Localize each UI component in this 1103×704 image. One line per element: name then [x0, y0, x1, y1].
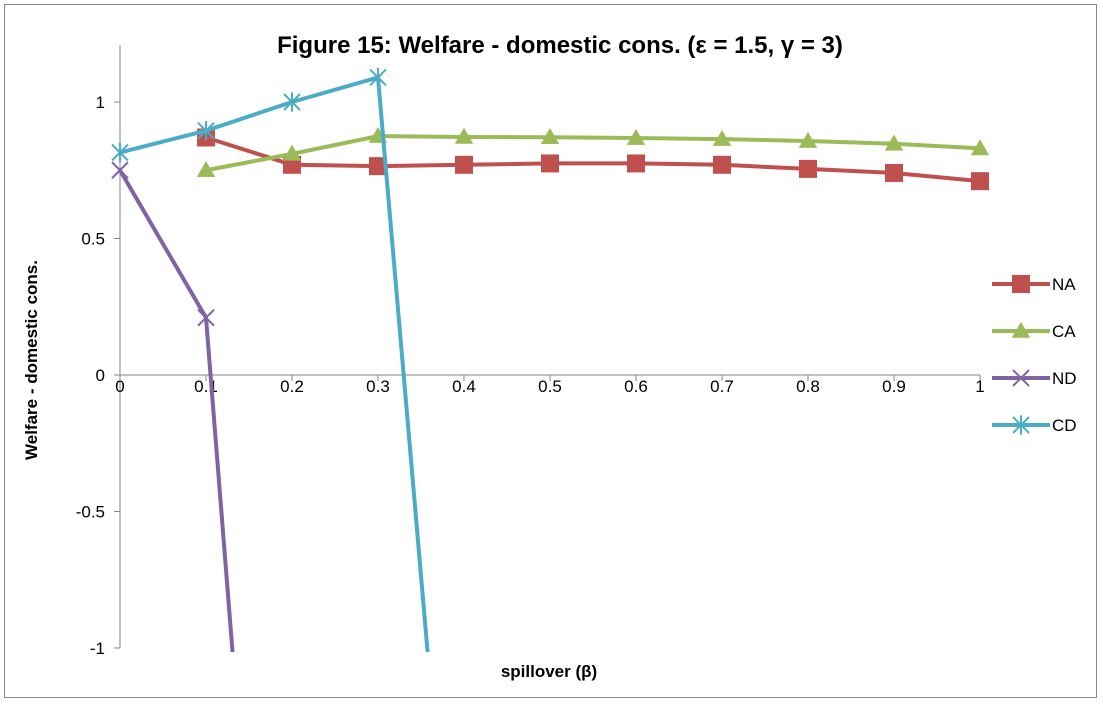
x-tick-label: 0.7	[710, 377, 734, 396]
data-point	[455, 155, 473, 174]
x-tick-label: 0.5	[538, 377, 562, 396]
data-point	[712, 129, 732, 146]
data-point	[197, 121, 215, 141]
data-point	[369, 67, 387, 88]
legend-item-ca: CA	[992, 321, 1076, 341]
data-point	[540, 128, 560, 145]
series-ca	[196, 126, 990, 178]
series-line-na	[205, 135, 981, 184]
series-layer	[111, 67, 990, 652]
y-tick-label: -1	[90, 639, 105, 658]
legend-item-nd: ND	[992, 369, 1077, 388]
x-tick-label: 0.1	[194, 377, 218, 396]
data-point	[884, 134, 904, 151]
x-tick-label: 0.8	[796, 377, 820, 396]
x-tick-label: 1	[975, 377, 984, 396]
x-tick-label: 0.4	[452, 377, 476, 396]
chart-title: Figure 15: Welfare - domestic cons. (ε =…	[277, 32, 843, 59]
data-point	[111, 142, 129, 163]
data-point	[1011, 321, 1031, 338]
x-axis-title: spillover (β)	[501, 662, 597, 681]
y-axis-title: Welfare - domestic cons.	[22, 260, 41, 460]
x-tick-label: 0.9	[882, 377, 906, 396]
x-tick-label: 0.6	[624, 377, 648, 396]
legend-label: CA	[1052, 322, 1076, 341]
x-tick-label: 0.2	[280, 377, 304, 396]
series-line-nd	[118, 169, 235, 652]
legend-label: ND	[1052, 369, 1077, 388]
data-point	[799, 159, 817, 178]
x-tick-label: 0.3	[366, 377, 390, 396]
chart-frame	[4, 4, 1097, 698]
data-point	[454, 127, 474, 144]
data-point	[1012, 369, 1030, 387]
data-point	[970, 139, 990, 156]
y-tick-label: 1	[96, 93, 105, 112]
data-point	[283, 92, 301, 112]
x-tick-label: 0	[115, 377, 124, 396]
legend-label: NA	[1052, 275, 1076, 294]
data-point	[282, 144, 302, 161]
data-point	[971, 172, 989, 191]
data-point	[627, 154, 645, 173]
data-point	[713, 155, 731, 174]
legend-item-cd: CD	[992, 415, 1077, 435]
y-tick-label: 0	[96, 366, 105, 385]
legend-label: CD	[1052, 416, 1077, 435]
series-cd	[111, 67, 430, 652]
series-line-ca	[205, 134, 981, 173]
legend-item-na: NA	[992, 275, 1076, 294]
data-point	[111, 161, 129, 179]
data-point	[1012, 275, 1030, 293]
data-point	[369, 157, 387, 176]
data-point	[1012, 415, 1030, 435]
y-ticks: 1 0.5 0 -0.5 -1	[76, 93, 120, 658]
data-point	[798, 131, 818, 148]
data-point	[885, 163, 903, 182]
y-tick-label: -0.5	[76, 503, 105, 522]
y-tick-label: 0.5	[81, 230, 105, 249]
data-point	[626, 128, 646, 145]
data-point	[197, 308, 215, 327]
series-nd	[111, 161, 235, 652]
series-na	[197, 128, 989, 191]
data-point	[541, 154, 559, 173]
legend: NA CA ND CD	[992, 275, 1077, 435]
data-point	[196, 161, 216, 178]
x-ticks: 0 0.1 0.2 0.3 0.4 0.5 0.6 0.7 0.8 0.9 1	[115, 375, 985, 396]
